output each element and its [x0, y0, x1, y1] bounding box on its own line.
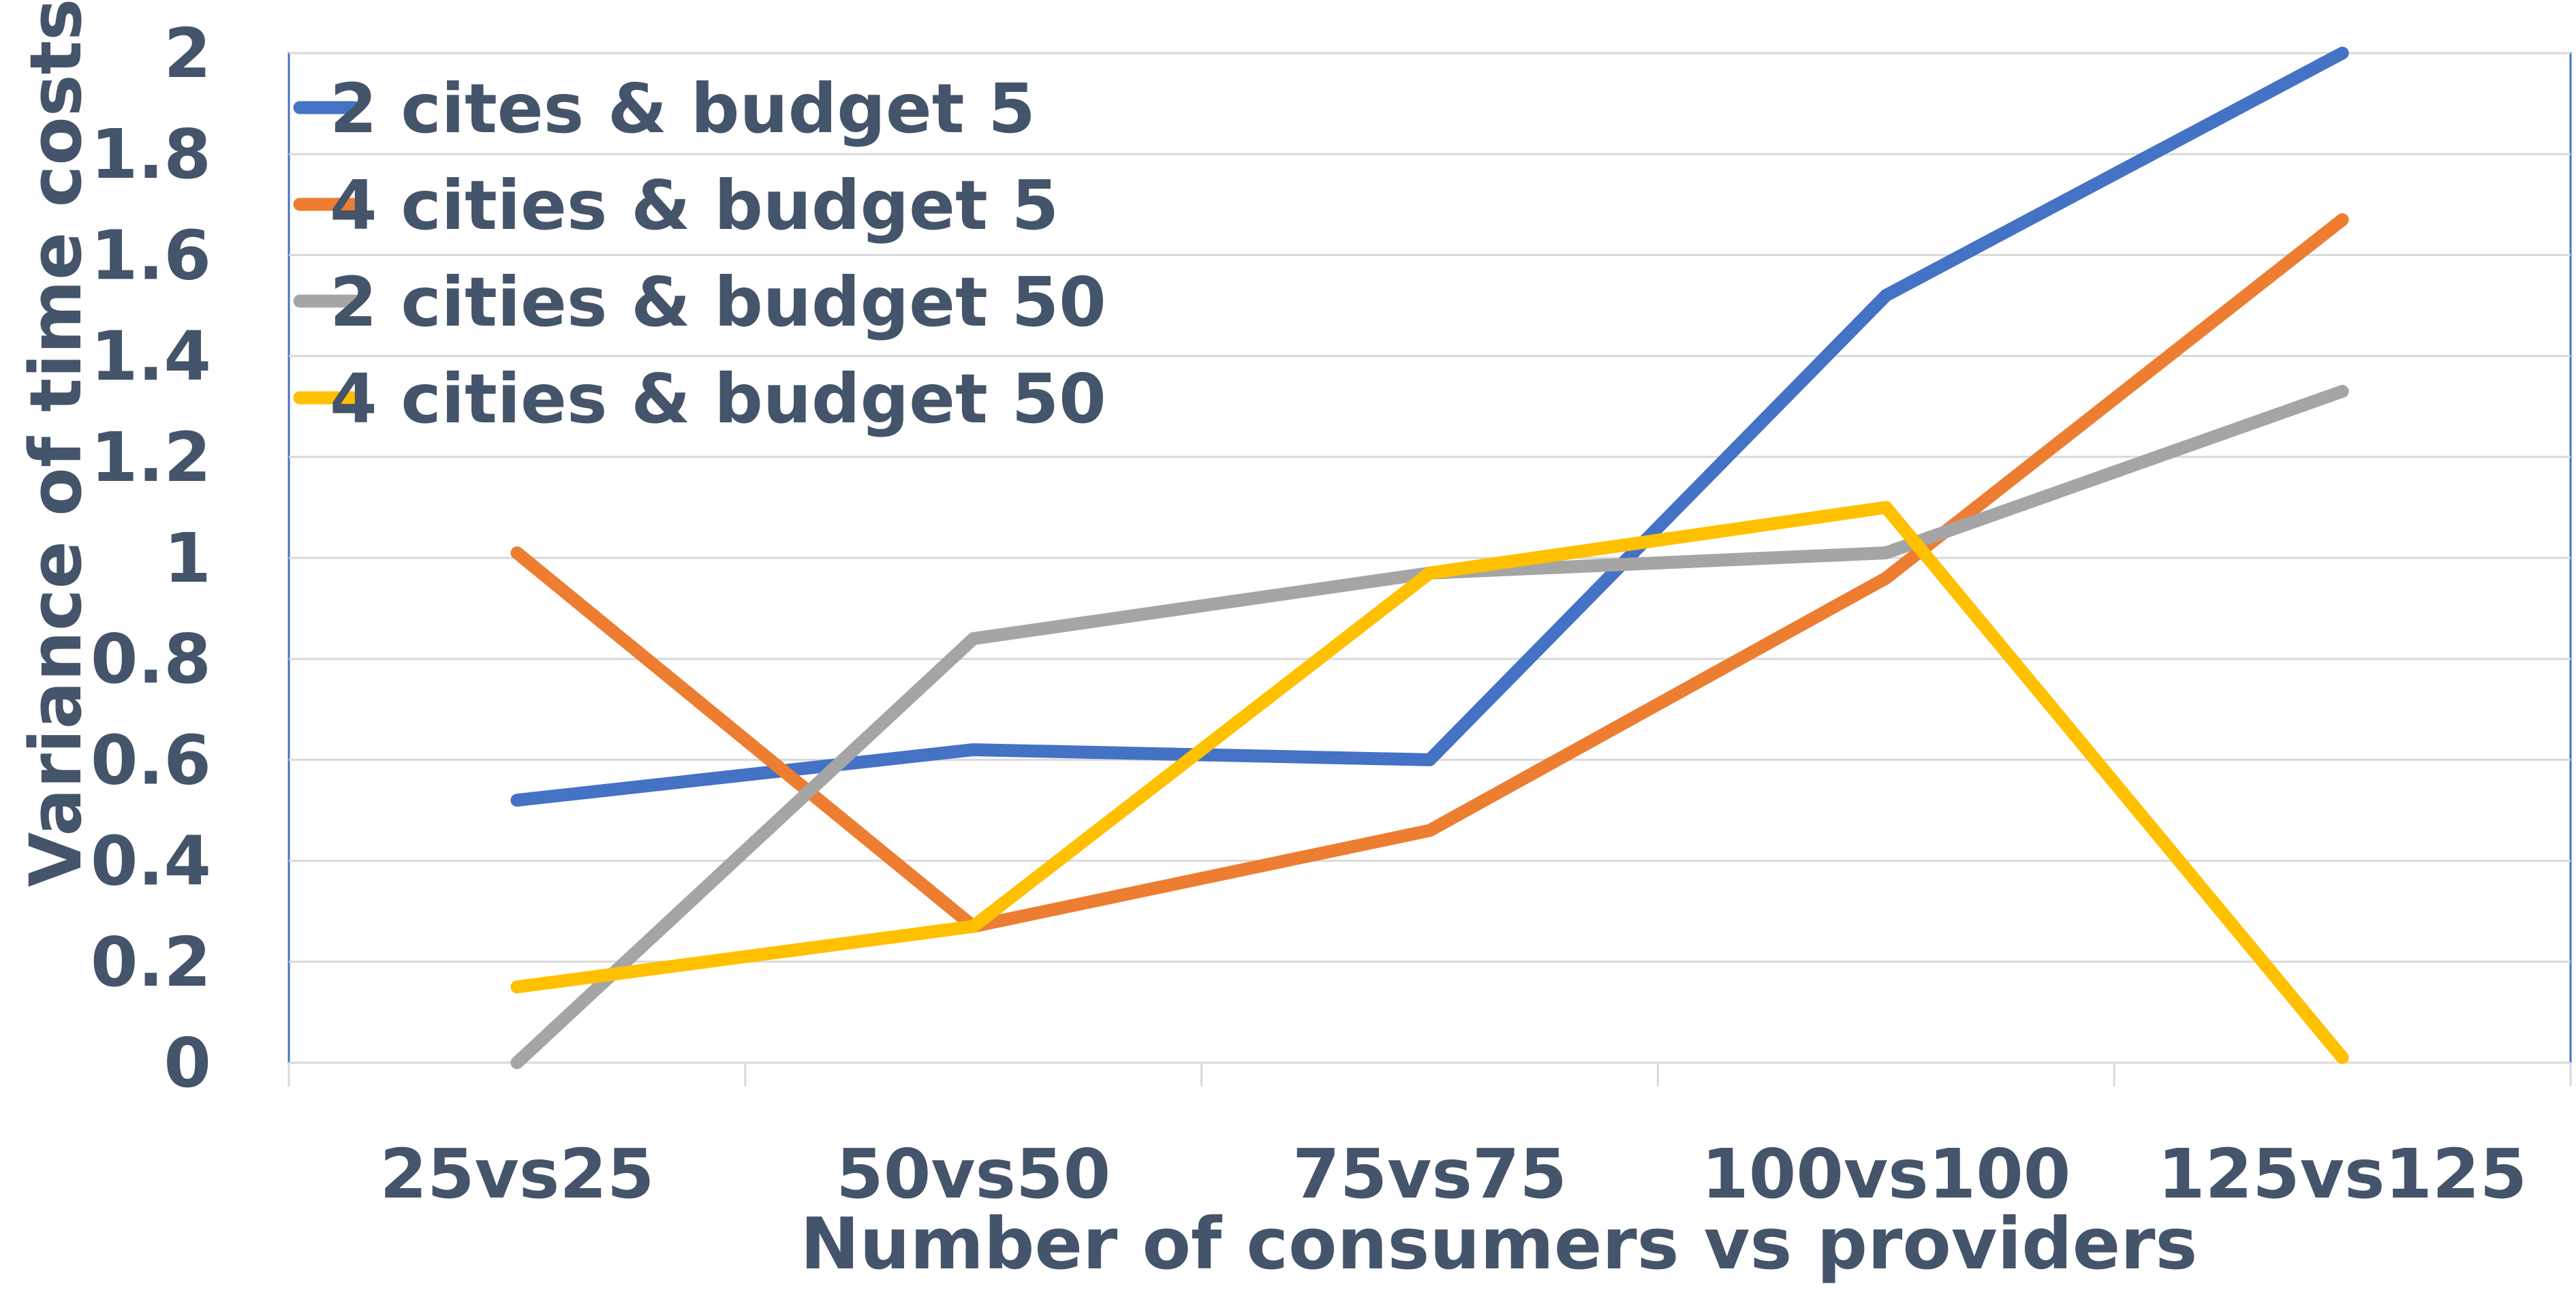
- y-tick-label: 0.4: [91, 822, 211, 901]
- legend-label: 2 cities & budget 50: [330, 262, 1106, 342]
- data-point: [510, 794, 523, 807]
- y-tick-label: 1.8: [91, 114, 211, 194]
- y-axis-tick-labels: 0 0.2 0.4 0.6 0.8 1 1.2 1.4 1.6 1.8 2: [91, 14, 211, 1103]
- legend: 2 cites & budget 5 4 cities & budget 5 2 c…: [293, 69, 1106, 439]
- data-point: [510, 1057, 523, 1069]
- data-point: [2336, 47, 2349, 59]
- x-tick-label: 100vs100: [1701, 1134, 2070, 1214]
- data-point: [510, 980, 523, 993]
- data-point: [1880, 289, 1893, 302]
- x-axis-ticks: [288, 1063, 2572, 1087]
- y-tick-label: 0.2: [91, 922, 211, 1002]
- x-tick-label: 125vs125: [2158, 1134, 2527, 1214]
- y-tick-label: 0.8: [91, 619, 211, 699]
- data-point: [2336, 385, 2349, 398]
- legend-label: 4 cities & budget 50: [330, 359, 1106, 439]
- x-tick-label: 50vs50: [836, 1134, 1111, 1214]
- x-tick-label: 25vs25: [379, 1134, 654, 1214]
- legend-label: 2 cites & budget 5: [330, 69, 1036, 149]
- data-point: [510, 546, 523, 559]
- y-tick-label: 1.6: [91, 215, 211, 295]
- x-axis-label: Number of consumers vs providers: [801, 1202, 2198, 1285]
- data-point: [1880, 546, 1893, 559]
- data-point: [1423, 567, 1436, 580]
- y-tick-label: 2: [164, 14, 211, 93]
- y-tick-label: 1.2: [91, 418, 211, 497]
- data-point: [967, 743, 980, 756]
- data-point: [1880, 501, 1893, 514]
- data-point: [2336, 213, 2349, 226]
- data-point: [1423, 753, 1436, 766]
- legend-label: 4 cities & budget 5: [330, 166, 1059, 245]
- y-tick-label: 1: [164, 518, 211, 598]
- x-axis-tick-labels: 25vs25 50vs50 75vs75 100vs100 125vs125: [379, 1134, 2527, 1214]
- data-point: [967, 920, 980, 933]
- data-point: [967, 632, 980, 645]
- y-tick-label: 0.6: [91, 720, 211, 800]
- data-point: [2336, 1051, 2349, 1064]
- series-lines: [510, 46, 2349, 1069]
- y-tick-label: 1.4: [91, 317, 211, 396]
- x-tick-label: 75vs75: [1292, 1134, 1567, 1214]
- y-tick-label: 0: [164, 1023, 211, 1103]
- data-point: [1423, 824, 1436, 837]
- y-axis-label: Variance of time costs: [14, 0, 97, 887]
- data-point: [1880, 572, 1893, 584]
